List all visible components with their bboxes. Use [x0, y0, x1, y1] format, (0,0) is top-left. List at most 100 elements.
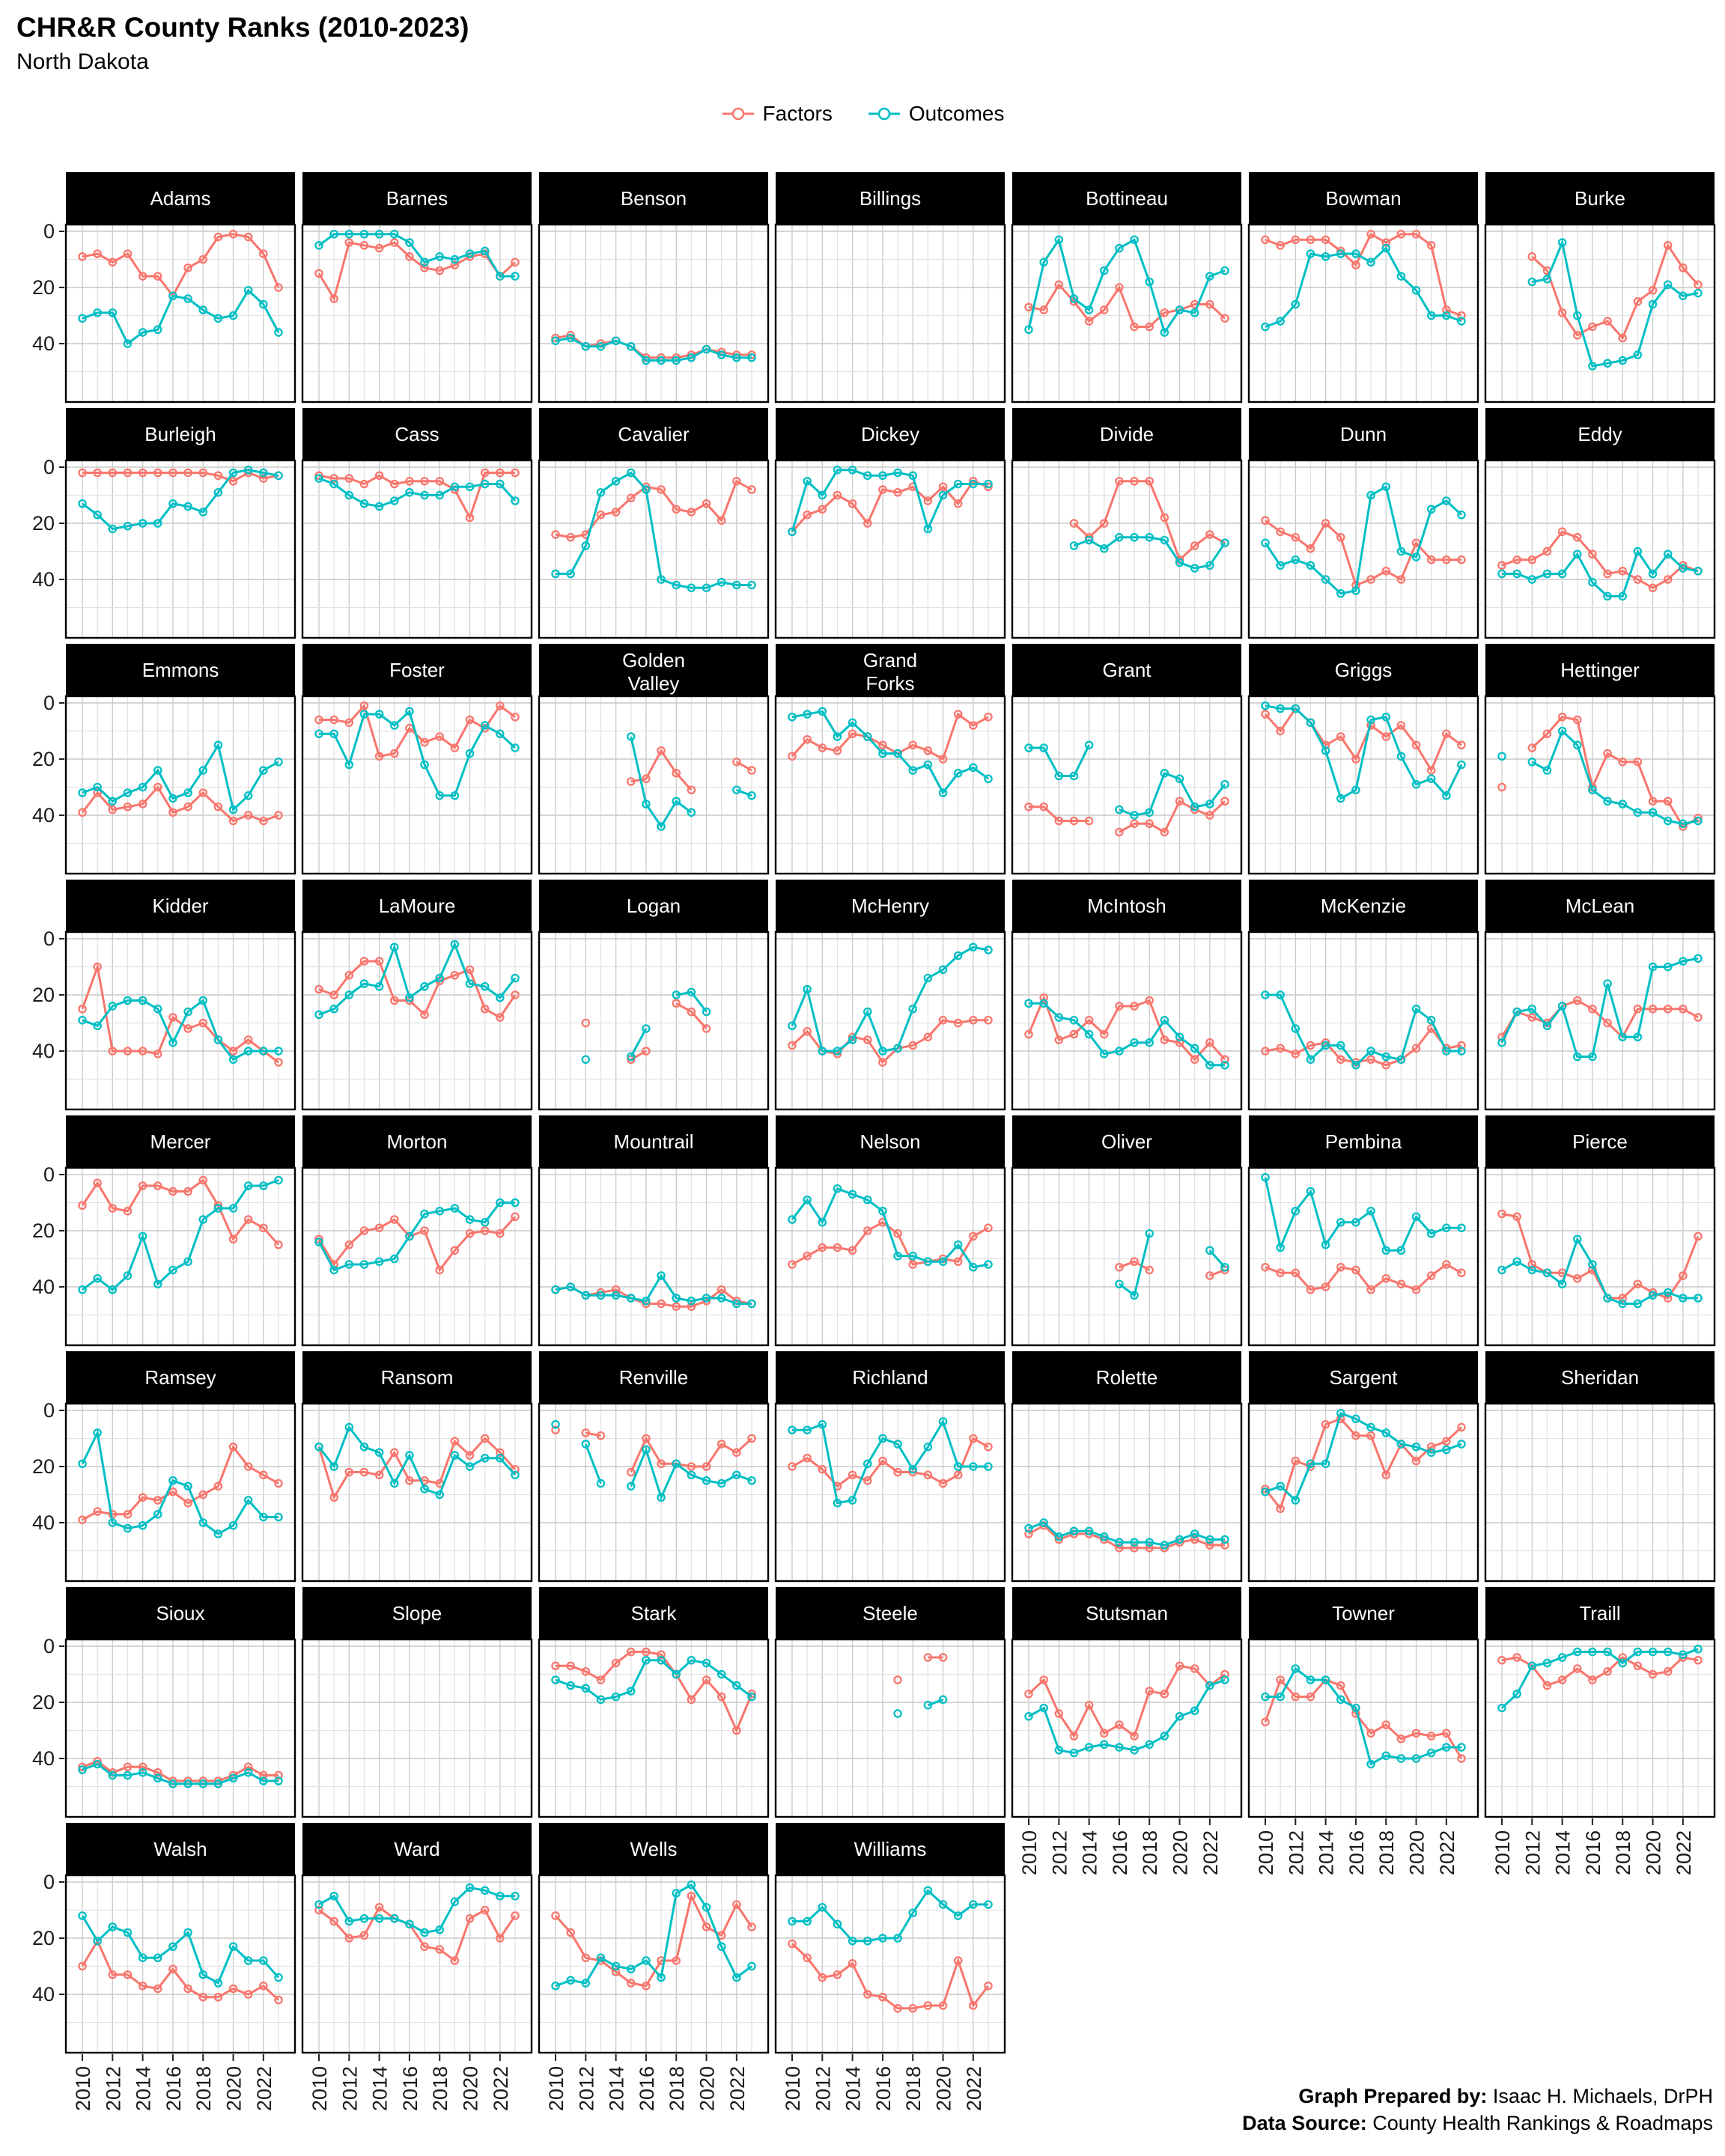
- panel-border: [1247, 1166, 1479, 1347]
- y-axis-tick-label: 40: [32, 332, 55, 355]
- legend-label-outcomes: Outcomes: [908, 102, 1005, 125]
- panel-strip: [66, 172, 295, 225]
- outcomes-point: [581, 1055, 591, 1065]
- outcomes-point: [657, 1271, 666, 1280]
- county-panel-foster: Foster: [301, 644, 533, 875]
- outcomes-point: [1618, 1032, 1627, 1042]
- outcomes-point: [1442, 791, 1451, 800]
- outcomes-line: [319, 709, 517, 797]
- factors-point: [1457, 1041, 1466, 1050]
- panel-strip: [302, 1823, 532, 1875]
- factors-point: [123, 803, 133, 811]
- outcomes-point: [1381, 1052, 1390, 1062]
- outcomes-point: [1336, 794, 1345, 803]
- factors-point: [123, 1510, 133, 1519]
- outcomes-point: [1588, 1260, 1597, 1269]
- x-axis-tick-label: 2016: [399, 2066, 422, 2111]
- outcomes-point: [213, 1035, 223, 1044]
- factors-point: [1588, 1005, 1597, 1014]
- outcomes-point: [1190, 1706, 1199, 1715]
- outcomes-point: [405, 1919, 414, 1928]
- outcomes-point: [405, 707, 414, 716]
- outcomes-point: [878, 471, 887, 481]
- panel-plot-area: [1012, 696, 1241, 874]
- panel-title: Forks: [866, 672, 915, 695]
- outcomes-point: [581, 341, 591, 351]
- factors-point: [1351, 755, 1360, 764]
- county-panel-mountrail: Mountrail: [538, 1115, 770, 1347]
- x-axis-tick-label: 2016: [162, 2066, 185, 2111]
- panel-border: [1247, 459, 1479, 639]
- outcomes-point: [581, 1979, 591, 1988]
- outcomes-point: [1115, 243, 1124, 253]
- panel-strip: [539, 1115, 768, 1168]
- factors-point: [1411, 229, 1421, 239]
- outcomes-point: [511, 496, 520, 505]
- outcomes-point: [551, 569, 560, 579]
- outcomes-point: [390, 1254, 399, 1264]
- factors-point: [1648, 797, 1658, 806]
- factors-point: [198, 1490, 207, 1499]
- outcomes-line: [1265, 246, 1462, 328]
- factors-point: [108, 1970, 118, 1979]
- factors-point: [123, 249, 133, 258]
- outcomes-point: [893, 1934, 902, 1943]
- panel-title: Burleigh: [144, 423, 216, 445]
- factors-point: [1261, 1717, 1270, 1726]
- panel-strip: [1249, 1587, 1478, 1639]
- factors-point: [496, 468, 505, 478]
- factors-line: [585, 1431, 753, 1473]
- factors-point: [138, 1047, 147, 1056]
- panel-strip: [1012, 644, 1241, 696]
- outcomes-point: [435, 791, 444, 800]
- factors-point: [435, 477, 444, 486]
- outcomes-point: [984, 1462, 993, 1471]
- outcomes-point: [803, 1196, 812, 1205]
- factors-point: [1145, 477, 1154, 486]
- outcomes-point: [1069, 1748, 1079, 1758]
- panel-strip: [776, 1351, 1005, 1404]
- outcomes-point: [183, 1257, 192, 1267]
- outcomes-point: [687, 1297, 696, 1306]
- factors-point: [1160, 1689, 1169, 1699]
- factors-point: [969, 1231, 978, 1241]
- outcomes-point: [747, 791, 756, 800]
- outcomes-point: [1084, 535, 1094, 545]
- factors-point: [984, 713, 993, 722]
- x-axis-tick-label: 2014: [1079, 1830, 1101, 1875]
- outcomes-point: [1084, 1743, 1094, 1752]
- outcomes-point: [717, 1669, 726, 1679]
- factors-point: [1442, 729, 1451, 739]
- factors-point: [923, 1032, 933, 1042]
- x-axis-tick-label: 2014: [1315, 1830, 1338, 1875]
- factors-point: [390, 238, 399, 247]
- county-panel-cass: Cass: [301, 408, 533, 639]
- factors-point: [611, 508, 621, 517]
- factors-point: [1130, 1002, 1139, 1011]
- outcomes-point: [938, 1257, 948, 1267]
- factors-point: [1426, 555, 1436, 564]
- outcomes-point: [1100, 544, 1109, 553]
- factors-point: [1175, 1038, 1184, 1047]
- outcomes-point: [717, 578, 726, 587]
- outcomes-point: [1306, 718, 1315, 728]
- outcomes-point: [923, 1700, 933, 1710]
- factors-point: [1336, 533, 1345, 542]
- factors-point: [496, 1013, 505, 1022]
- factors-point: [1512, 1653, 1521, 1662]
- outcomes-point: [1442, 1223, 1451, 1233]
- panel-strip: [66, 1351, 295, 1404]
- factors-point: [1054, 816, 1064, 826]
- panel-plot-area: [776, 1875, 1005, 2053]
- factors-point: [1618, 758, 1627, 767]
- outcomes-point: [833, 1499, 842, 1508]
- outcomes-point: [1054, 1532, 1064, 1541]
- outcomes-line: [630, 990, 708, 1058]
- outcomes-point: [1648, 808, 1658, 817]
- factors-point: [496, 1934, 505, 1943]
- panel-border: [1247, 1638, 1479, 1818]
- panel-strip: [1249, 644, 1478, 696]
- outcomes-point: [123, 522, 133, 531]
- factors-point: [344, 474, 354, 483]
- factors-point: [108, 258, 118, 267]
